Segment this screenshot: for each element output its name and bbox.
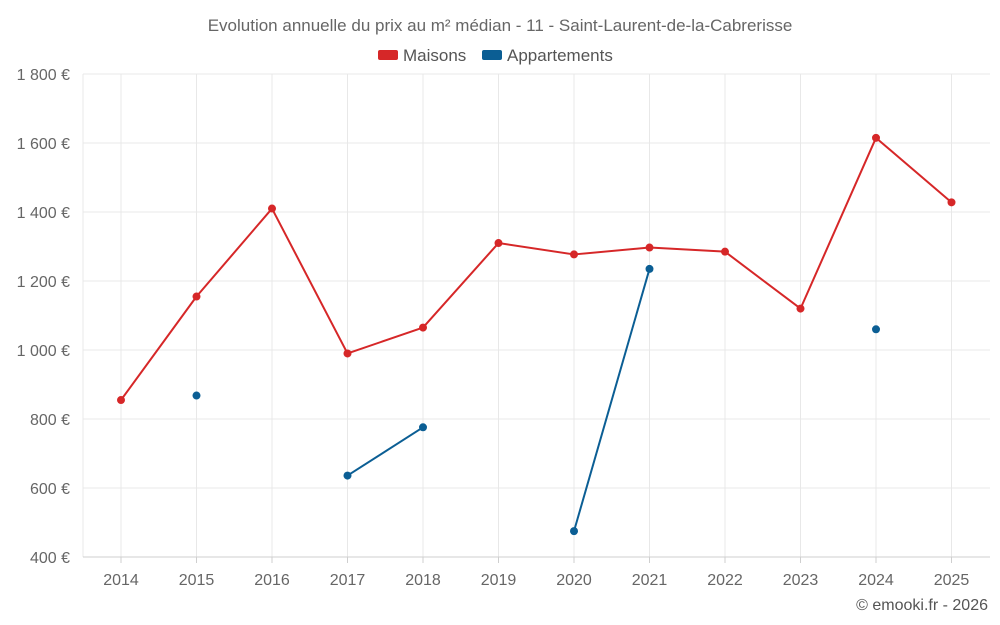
data-point-maisons[interactable]	[796, 304, 805, 313]
legend-swatch-maisons	[378, 50, 398, 60]
data-point-maisons[interactable]	[947, 198, 956, 207]
data-point-maisons[interactable]	[419, 323, 427, 332]
data-point-maisons[interactable]	[494, 239, 503, 248]
y-tick-label: 1 400 €	[17, 205, 70, 222]
series-appartements	[192, 264, 880, 536]
y-tick-label: 800 €	[30, 412, 70, 429]
x-tick-label: 2023	[783, 572, 819, 589]
legend-item-maisons[interactable]: Maisons	[378, 46, 466, 65]
series	[117, 133, 956, 536]
legend-label-appartements: Appartements	[507, 46, 613, 65]
legend-item-appartements[interactable]: Appartements	[482, 46, 613, 65]
data-point-appartements[interactable]	[192, 391, 201, 400]
data-point-appartements[interactable]	[645, 264, 654, 273]
x-tick-label: 2019	[481, 572, 517, 589]
series-line-appartements	[573, 268, 651, 532]
y-tick-label: 400 €	[30, 550, 70, 567]
data-point-appartements[interactable]	[872, 325, 880, 334]
x-tick-label: 2015	[179, 572, 215, 589]
x-tick-label: 2018	[405, 572, 441, 589]
data-point-appartements[interactable]	[419, 423, 427, 432]
legend-swatch-appartements	[482, 50, 502, 60]
data-point-maisons[interactable]	[117, 396, 125, 405]
x-tick-label: 2025	[934, 572, 970, 589]
data-point-maisons[interactable]	[343, 349, 352, 358]
y-tick-label: 1 200 €	[17, 274, 70, 291]
data-point-maisons[interactable]	[872, 133, 880, 142]
x-tick-label: 2024	[858, 572, 894, 589]
legend: Maisons Appartements	[378, 46, 613, 65]
grid	[82, 73, 990, 558]
series-line-appartements	[346, 426, 424, 477]
x-tick-label: 2017	[330, 572, 366, 589]
data-point-maisons[interactable]	[645, 243, 654, 252]
x-tick-label: 2020	[556, 572, 592, 589]
y-tick-label: 600 €	[30, 481, 70, 498]
data-point-maisons[interactable]	[268, 204, 276, 213]
data-point-appartements[interactable]	[343, 471, 352, 480]
x-tick-label: 2022	[707, 572, 743, 589]
x-tick-label: 2021	[632, 572, 668, 589]
data-point-appartements[interactable]	[570, 527, 578, 536]
credit: © emooki.fr - 2026	[856, 597, 988, 614]
series-maisons	[117, 133, 956, 405]
y-tick-label: 1 800 €	[17, 67, 70, 84]
data-point-maisons[interactable]	[192, 292, 201, 301]
series-line-maisons	[120, 136, 953, 401]
legend-label-maisons: Maisons	[403, 46, 466, 65]
y-tick-label: 1 000 €	[17, 343, 70, 360]
axes: 400 € 600 € 800 € 1 000 € 1 200 € 1 400 € 1 60…	[17, 67, 990, 589]
chart-title: Evolution annuelle du prix au m² médian …	[208, 16, 793, 35]
data-point-maisons[interactable]	[570, 250, 578, 259]
y-tick-label: 1 600 €	[17, 136, 70, 153]
x-tick-label: 2014	[103, 572, 139, 589]
data-point-maisons[interactable]	[721, 247, 729, 256]
x-tick-label: 2016	[254, 572, 290, 589]
